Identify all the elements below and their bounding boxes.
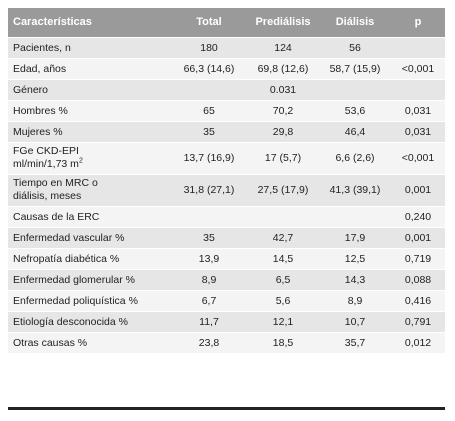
cell-p-value: <0,001 — [401, 62, 435, 75]
row-label-line2: diálisis, meses — [13, 190, 82, 202]
table-row: Género 0.031 — [8, 79, 445, 100]
row-label: Edad, años — [13, 62, 67, 75]
cell-p-value: 0,416 — [404, 294, 432, 307]
table-row: Edad, años 66,3 (14,6) 69,8 (12,6) 58,7 … — [8, 58, 445, 79]
cell-dialysis: 12,5 — [344, 252, 366, 265]
cell-predialysis: 27,5 (17,9) — [257, 184, 309, 196]
table-row: Causas de la ERC 0,240 — [8, 206, 445, 227]
table-row: Nefropatía diabética % 13,9 14,5 12,5 0,… — [8, 248, 445, 269]
row-label-line1: Tiempo en MRC o — [13, 177, 98, 189]
cell-predialysis — [247, 206, 319, 227]
cell-total: 31,8 (27,1) — [183, 184, 235, 196]
cell-total: 23,8 — [198, 336, 220, 349]
superscript-exponent: 2 — [78, 157, 83, 165]
cell-total — [171, 206, 247, 227]
header-row: Características Total Prediálisis Diális… — [8, 8, 445, 37]
cell-dialysis: 17,9 — [344, 231, 366, 244]
cell-dialysis: 58,7 (15,9) — [329, 62, 381, 75]
cell-p-value: 0,088 — [404, 273, 432, 286]
cell-total: 6,7 — [201, 294, 217, 307]
row-label: Nefropatía diabética % — [13, 252, 120, 265]
header-predialysis: Prediálisis — [255, 16, 311, 29]
cell-p-value — [391, 37, 445, 58]
row-label: FGe CKD-EPI ml/min/1,73 m2 — [8, 142, 171, 174]
cell-total: 35 — [203, 125, 215, 138]
cell-predialysis: 12,1 — [272, 315, 294, 328]
row-label: Mujeres % — [13, 125, 63, 138]
cell-dialysis: 8,9 — [347, 294, 363, 307]
cell-dialysis: 56 — [349, 41, 361, 54]
cell-predialysis: 14,5 — [272, 252, 294, 265]
cell-dialysis: 41,3 (39,1) — [329, 184, 381, 196]
cell-p-value: 0,012 — [404, 336, 432, 349]
cell-dialysis: 46,4 — [344, 125, 366, 138]
table-row: Enfermedad vascular % 35 42,7 17,9 0,001 — [8, 227, 445, 248]
table-row: Hombres % 65 70,2 53,6 0,031 — [8, 100, 445, 121]
table-row: Enfermedad poliquística % 6,7 5,6 8,9 0,… — [8, 290, 445, 311]
cell-p-value: 0,031 — [404, 125, 432, 138]
table-row: Otras causas % 23,8 18,5 35,7 0,012 — [8, 332, 445, 353]
cell-total: 13,9 — [198, 252, 220, 265]
cell-dialysis: 14,3 — [344, 273, 366, 286]
cell-p-value: <0,001 — [401, 152, 435, 164]
table-row: Enfermedad glomerular % 8,9 6,5 14,3 0,0… — [8, 269, 445, 290]
cell-dialysis: 53,6 — [344, 104, 366, 117]
table-row: Etiología desconocida % 11,7 12,1 10,7 0… — [8, 311, 445, 332]
cell-predialysis: 42,7 — [272, 231, 294, 244]
row-label: Otras causas % — [13, 336, 88, 349]
header-dialysis: Diálisis — [335, 16, 375, 29]
table-row: Pacientes, n 180 124 56 — [8, 37, 445, 58]
cell-total — [171, 79, 247, 100]
row-label: Enfermedad glomerular % — [13, 273, 135, 286]
row-label: Causas de la ERC — [13, 210, 100, 223]
cell-total: 180 — [200, 41, 218, 54]
cell-total: 35 — [203, 231, 215, 244]
cell-predialysis: 70,2 — [272, 104, 294, 117]
cell-total: 8,9 — [201, 273, 217, 286]
cell-p-value: 0,719 — [404, 252, 432, 265]
row-label: Pacientes, n — [13, 41, 71, 54]
cell-total: 13,7 (16,9) — [183, 152, 235, 164]
cell-dialysis — [319, 79, 391, 100]
row-label: Etiología desconocida % — [13, 315, 128, 328]
bottom-rule — [8, 407, 445, 410]
cell-p-value: 0,001 — [404, 231, 432, 244]
cell-predialysis: 17 (5,7) — [264, 152, 302, 164]
cell-predialysis: 6,5 — [275, 273, 291, 286]
cell-predialysis: 69,8 (12,6) — [257, 62, 309, 75]
table-row: Tiempo en MRC o diálisis, meses 31,8 (27… — [8, 174, 445, 206]
table-row: FGe CKD-EPI ml/min/1,73 m2 13,7 (16,9) 1… — [8, 142, 445, 174]
cell-dialysis: 10,7 — [344, 315, 366, 328]
cell-total: 65 — [203, 104, 215, 117]
cell-dialysis: 35,7 — [344, 336, 366, 349]
row-label: Hombres % — [13, 104, 68, 117]
cell-predialysis: 124 — [274, 41, 292, 54]
cell-p-value: 0,240 — [404, 210, 432, 223]
cell-p-value: 0,031 — [404, 104, 432, 117]
cell-total: 66,3 (14,6) — [183, 62, 235, 75]
table-row: Mujeres % 35 29,8 46,4 0,031 — [8, 121, 445, 142]
header-total: Total — [196, 16, 222, 29]
header-p-value: p — [414, 16, 422, 29]
cell-p-value: 0,791 — [404, 315, 432, 328]
characteristics-table: Características Total Prediálisis Diális… — [8, 8, 445, 353]
cell-predialysis: 29,8 — [272, 125, 294, 138]
row-label: Enfermedad vascular % — [13, 231, 125, 244]
cell-p-value — [391, 79, 445, 100]
row-label: Género — [13, 83, 49, 96]
row-label-line1: FGe CKD-EPI — [13, 145, 79, 157]
cell-dialysis — [319, 206, 391, 227]
cell-predialysis: 5,6 — [275, 294, 291, 307]
row-label-line2: ml/min/1,73 m — [13, 158, 79, 170]
row-label: Tiempo en MRC o diálisis, meses — [8, 174, 171, 206]
cell-predialysis: 0.031 — [269, 83, 297, 96]
header-characteristics: Características — [13, 16, 92, 29]
cell-total: 11,7 — [199, 315, 219, 328]
cell-dialysis: 6,6 (2,6) — [335, 152, 375, 164]
cell-predialysis: 18,5 — [272, 336, 294, 349]
row-label: Enfermedad poliquística % — [13, 294, 138, 307]
cell-p-value: 0,001 — [404, 184, 432, 196]
